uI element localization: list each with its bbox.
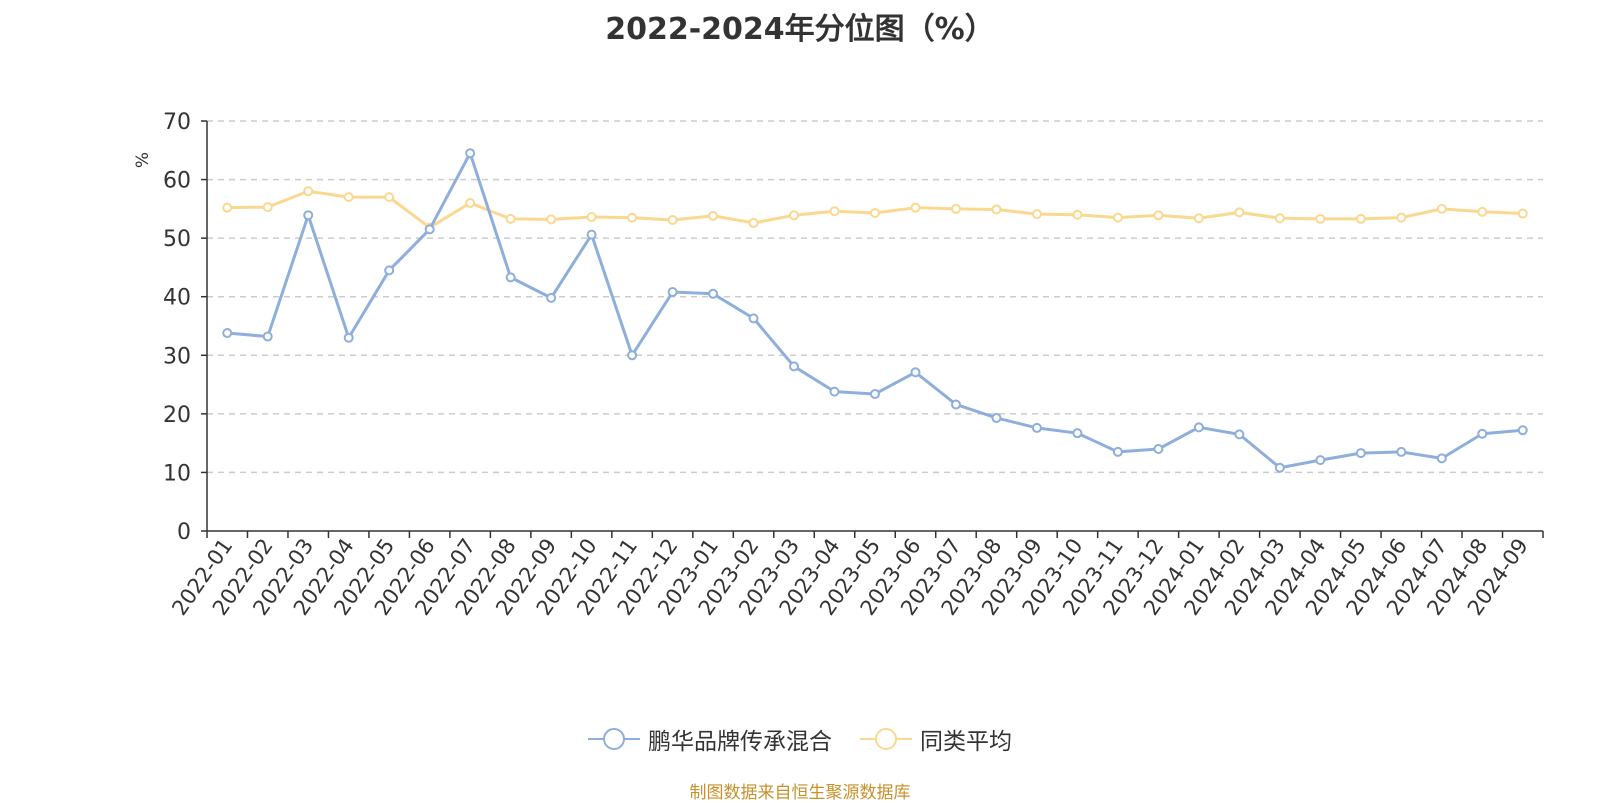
data-point-2-2023-02 <box>748 217 759 228</box>
data-point-1-2023-03 <box>789 361 800 372</box>
legend-marker-series-1 <box>588 726 640 752</box>
legend-label-series-1: 鹏华品牌传承混合 <box>648 729 832 755</box>
data-point-2-2023-05 <box>870 207 880 218</box>
y-tick-label-20: 20 <box>163 403 191 428</box>
data-point-1-2022-01 <box>222 328 233 339</box>
data-point-2-2024-08 <box>1477 206 1488 217</box>
data-point-2-2024-04 <box>1315 213 1326 224</box>
data-point-1-2024-05 <box>1355 448 1366 459</box>
data-point-2-2023-06 <box>910 202 921 213</box>
y-tick-label-60: 60 <box>163 169 191 194</box>
data-point-2-2022-12 <box>667 214 678 225</box>
data-point-1-2024-03 <box>1274 462 1285 473</box>
grid-lines <box>207 120 1543 474</box>
data-point-1-2022-03 <box>303 210 314 221</box>
data-point-2-2024-02 <box>1234 207 1245 218</box>
data-point-2-2024-03 <box>1274 213 1285 224</box>
data-point-1-2024-08 <box>1477 428 1488 439</box>
legend-item-series-1[interactable]: 鹏华品牌传承混合 <box>588 722 832 756</box>
legend-label-series-2: 同类平均 <box>920 729 1012 755</box>
series-line-1 <box>227 151 1523 470</box>
y-tick-label-10: 10 <box>163 461 191 486</box>
data-point-1-2022-11 <box>627 350 638 361</box>
y-tick-label-0: 0 <box>177 520 191 545</box>
data-point-1-2023-09 <box>1031 422 1042 433</box>
data-point-2-2023-09 <box>1031 209 1042 220</box>
data-point-2-2022-09 <box>546 214 557 225</box>
data-point-2-2023-08 <box>991 204 1002 215</box>
y-tick-label-70: 70 <box>163 110 191 135</box>
data-point-1-2022-04 <box>343 332 354 343</box>
data-point-1-2023-04 <box>829 386 840 397</box>
data-point-1-2022-07 <box>465 148 476 159</box>
data-point-2-2023-10 <box>1072 209 1083 220</box>
y-tick-label-30: 30 <box>163 344 191 369</box>
data-point-1-2022-05 <box>384 265 395 276</box>
data-point-1-2023-07 <box>950 399 961 410</box>
legend-item-series-2[interactable]: 同类平均 <box>860 722 1012 756</box>
data-point-1-2022-12 <box>667 287 678 298</box>
y-tick-label-40: 40 <box>163 286 191 311</box>
data-point-1-2023-12 <box>1153 444 1164 454</box>
data-point-2-2022-11 <box>627 212 638 223</box>
data-point-2-2022-07 <box>465 198 476 208</box>
data-point-2-2022-10 <box>586 212 597 223</box>
data-point-1-2024-02 <box>1234 429 1245 440</box>
data-point-1-2022-02 <box>262 331 273 342</box>
data-point-1-2024-07 <box>1436 453 1447 464</box>
data-point-1-2023-05 <box>870 388 880 399</box>
data-point-2-2024-01 <box>1193 213 1204 224</box>
data-point-2-2024-09 <box>1517 208 1528 219</box>
data-point-2-2022-03 <box>303 186 314 197</box>
data-point-2-2024-05 <box>1355 213 1366 224</box>
data-point-1-2024-01 <box>1193 422 1204 433</box>
data-point-2-2022-04 <box>343 192 354 203</box>
data-point-2-2023-12 <box>1153 210 1164 221</box>
data-point-1-2024-06 <box>1396 446 1407 457</box>
data-point-1-2024-04 <box>1315 455 1326 466</box>
data-point-1-2023-02 <box>748 313 759 324</box>
data-point-1-2022-08 <box>505 272 516 283</box>
chart-title: 2022-2024年分位图（%） <box>605 12 995 47</box>
data-point-2-2022-02 <box>262 202 273 213</box>
data-point-1-2022-06 <box>424 224 435 235</box>
data-point-1-2023-08 <box>991 412 1002 423</box>
data-point-2-2024-06 <box>1396 212 1407 223</box>
series-1 <box>222 148 1528 473</box>
series-layer <box>222 148 1528 473</box>
legend: 鹏华品牌传承混合 同类平均 <box>0 722 1600 756</box>
legend-marker-series-2 <box>860 726 912 752</box>
axes: 0102030405060702022-012022-022022-032022… <box>163 110 1544 620</box>
source-note: 制图数据来自恒生聚源数据库 <box>689 783 911 803</box>
data-point-2-2023-01 <box>708 210 719 221</box>
data-point-2-2022-05 <box>384 192 395 203</box>
data-point-1-2023-06 <box>910 367 921 378</box>
data-point-1-2022-10 <box>586 229 597 240</box>
data-point-2-2023-11 <box>1112 212 1123 223</box>
data-point-2-2022-01 <box>222 202 233 213</box>
data-point-2-2024-07 <box>1436 203 1447 214</box>
data-point-2-2023-04 <box>829 206 840 217</box>
y-axis-label: % <box>133 152 153 168</box>
data-point-1-2023-01 <box>708 288 719 299</box>
data-point-2-2022-08 <box>505 213 516 224</box>
data-point-1-2024-09 <box>1517 425 1528 436</box>
y-tick-label-50: 50 <box>163 227 191 252</box>
data-point-1-2023-11 <box>1112 446 1123 457</box>
data-point-2-2023-03 <box>789 210 800 221</box>
data-point-2-2023-07 <box>950 203 961 214</box>
series-2 <box>222 186 1528 233</box>
data-point-1-2022-09 <box>546 292 557 303</box>
data-point-1-2023-10 <box>1072 428 1083 439</box>
